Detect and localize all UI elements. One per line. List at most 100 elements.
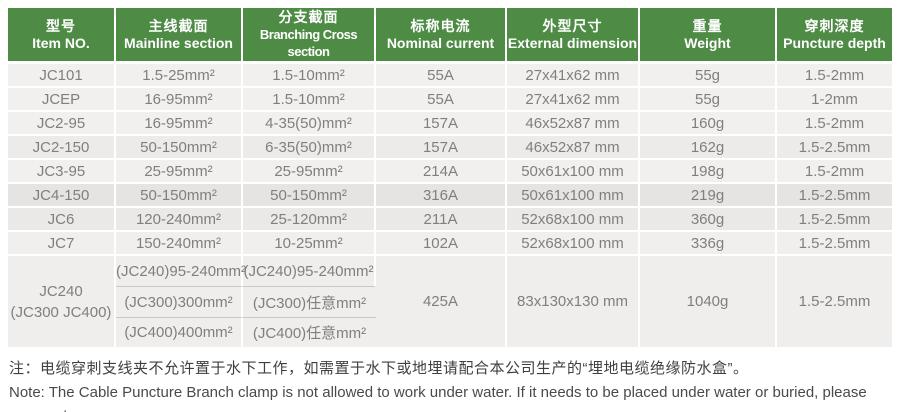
table-row: JCEP 16-95mm² 1.5-10mm² 55A 27x41x62 mm …	[8, 88, 892, 112]
header-dimension-en: External dimension	[507, 34, 638, 51]
cell-mainline-sub: (JC400)400mm²	[116, 318, 243, 349]
cell-item: JC6	[8, 208, 116, 232]
cell-dimension: 27x41x62 mm	[507, 88, 640, 112]
header-mainline-zh: 主线截面	[148, 17, 209, 34]
cell-weight: 219g	[640, 184, 777, 208]
cell-dimension: 46x52x87 mm	[507, 112, 640, 136]
cell-branching: 4-35(50)mm²	[243, 112, 376, 136]
cell-current: 55A	[376, 64, 507, 88]
note-english-line1: Note: The Cable Puncture Branch clamp is…	[9, 384, 867, 412]
header-current-zh: 标称电流	[410, 17, 471, 34]
cell-depth-group: 1.5-2.5mm	[777, 256, 892, 349]
cell-mainline: 50-150mm²	[116, 184, 243, 208]
header-nominal-current: 标称电流 Nominal current	[376, 8, 507, 64]
cell-mainline: 25-95mm²	[116, 160, 243, 184]
cell-item: JC4-150	[8, 184, 116, 208]
header-weight-en: Weight	[684, 34, 731, 51]
cell-depth: 1.5-2.5mm	[777, 208, 892, 232]
cell-weight: 336g	[640, 232, 777, 256]
cell-depth: 1.5-2mm	[777, 160, 892, 184]
cell-current: 214A	[376, 160, 507, 184]
cell-depth: 1.5-2.5mm	[777, 136, 892, 160]
cell-current-group: 425A	[376, 256, 507, 349]
cell-dimension: 50x61x100 mm	[507, 160, 640, 184]
cell-item: JC2-95	[8, 112, 116, 136]
header-external-dimension: 外型尺寸 External dimension	[507, 8, 640, 64]
cell-mainline: 16-95mm²	[116, 112, 243, 136]
table-row: JC2-150 50-150mm² 6-35(50)mm² 157A 46x52…	[8, 136, 892, 160]
header-depth-en: Puncture depth	[783, 34, 886, 51]
header-item-no-en: Item NO.	[32, 34, 90, 51]
header-branching-en: Branching Cross section	[259, 27, 358, 59]
cell-mainline: 16-95mm²	[116, 88, 243, 112]
cell-branching-sub: (JC300)任意mm²	[243, 287, 376, 318]
cell-dimension-group: 83x130x130 mm	[507, 256, 640, 349]
header-mainline-section: 主线截面 Mainline section	[116, 8, 243, 64]
header-item-no-zh: 型号	[46, 17, 76, 34]
cell-branching: 25-120mm²	[243, 208, 376, 232]
header-weight-zh: 重量	[692, 17, 723, 34]
table-row: JC2-95 16-95mm² 4-35(50)mm² 157A 46x52x8…	[8, 112, 892, 136]
table-row: JC101 1.5-25mm² 1.5-10mm² 55A 27x41x62 m…	[8, 64, 892, 88]
cell-weight: 160g	[640, 112, 777, 136]
cell-weight: 55g	[640, 64, 777, 88]
cell-dimension: 52x68x100 mm	[507, 232, 640, 256]
cell-item-group: JC240 (JC300 JC400)	[8, 256, 116, 349]
cell-depth: 1.5-2.5mm	[777, 232, 892, 256]
cell-item: JC3-95	[8, 160, 116, 184]
cell-item: JC7	[8, 232, 116, 256]
cell-mainline: 1.5-25mm²	[116, 64, 243, 88]
cell-dimension: 46x52x87 mm	[507, 136, 640, 160]
cell-weight: 360g	[640, 208, 777, 232]
cell-branching: 1.5-10mm²	[243, 88, 376, 112]
group-item-line1: JC240	[39, 282, 83, 300]
cell-depth: 1.5-2.5mm	[777, 184, 892, 208]
header-current-en: Nominal current	[386, 34, 495, 51]
table-row: JC7 150-240mm² 10-25mm² 102A 52x68x100 m…	[8, 232, 892, 256]
cell-branching: 10-25mm²	[243, 232, 376, 256]
table-header: 型号 Item NO. 主线截面 Mainline section 分支截面 B…	[8, 8, 892, 64]
table-row-group: JC240 (JC300 JC400) (JC240)95-240mm² (JC…	[8, 256, 892, 349]
group-item-line2: (JC300 JC400)	[10, 303, 112, 321]
header-branching-section: 分支截面 Branching Cross section	[243, 8, 376, 64]
table-row-group-sub: (JC300)300mm² (JC300)任意mm²	[8, 287, 892, 318]
header-depth-zh: 穿刺深度	[804, 17, 865, 34]
header-dimension-zh: 外型尺寸	[542, 17, 603, 34]
cell-item: JCEP	[8, 88, 116, 112]
cell-weight: 162g	[640, 136, 777, 160]
footnotes: 注：电缆穿刺支线夹不允许置于水下工作，如需置于水下或地埋请配合本公司生产的“埋地…	[8, 357, 892, 412]
cell-mainline: 120-240mm²	[116, 208, 243, 232]
cell-current: 157A	[376, 136, 507, 160]
header-branching-zh: 分支截面	[278, 9, 339, 25]
cell-branching-sub: (JC400)任意mm²	[243, 318, 376, 349]
cell-current: 157A	[376, 112, 507, 136]
cell-weight-group: 1040g	[640, 256, 777, 349]
table-row: JC3-95 25-95mm² 25-95mm² 214A 50x61x100 …	[8, 160, 892, 184]
header-item-no: 型号 Item NO.	[8, 8, 116, 64]
header-weight: 重量 Weight	[640, 8, 777, 64]
cell-branching: 25-95mm²	[243, 160, 376, 184]
cell-branching: 1.5-10mm²	[243, 64, 376, 88]
cell-current: 55A	[376, 88, 507, 112]
table-row: JC6 120-240mm² 25-120mm² 211A 52x68x100 …	[8, 208, 892, 232]
cell-current: 316A	[376, 184, 507, 208]
header-mainline-en: Mainline section	[124, 34, 233, 51]
table-row: JC4-150 50-150mm² 50-150mm² 316A 50x61x1…	[8, 184, 892, 208]
cell-mainline: 150-240mm²	[116, 232, 243, 256]
cell-depth: 1.5-2mm	[777, 112, 892, 136]
cell-branching: 50-150mm²	[243, 184, 376, 208]
cell-item: JC101	[8, 64, 116, 88]
cell-mainline: 50-150mm²	[116, 136, 243, 160]
cell-current: 102A	[376, 232, 507, 256]
cell-current: 211A	[376, 208, 507, 232]
cell-dimension: 27x41x62 mm	[507, 64, 640, 88]
cell-dimension: 52x68x100 mm	[507, 208, 640, 232]
cell-mainline-sub: (JC300)300mm²	[116, 287, 243, 318]
cell-weight: 198g	[640, 160, 777, 184]
table-row-group-sub: (JC400)400mm² (JC400)任意mm²	[8, 318, 892, 349]
cell-mainline-sub: (JC240)95-240mm²	[116, 256, 246, 287]
spec-table: 型号 Item NO. 主线截面 Mainline section 分支截面 B…	[8, 8, 892, 349]
cell-depth: 1.5-2mm	[777, 64, 892, 88]
note-chinese: 注：电缆穿刺支线夹不允许置于水下工作，如需置于水下或地埋请配合本公司生产的“埋地…	[9, 360, 749, 377]
